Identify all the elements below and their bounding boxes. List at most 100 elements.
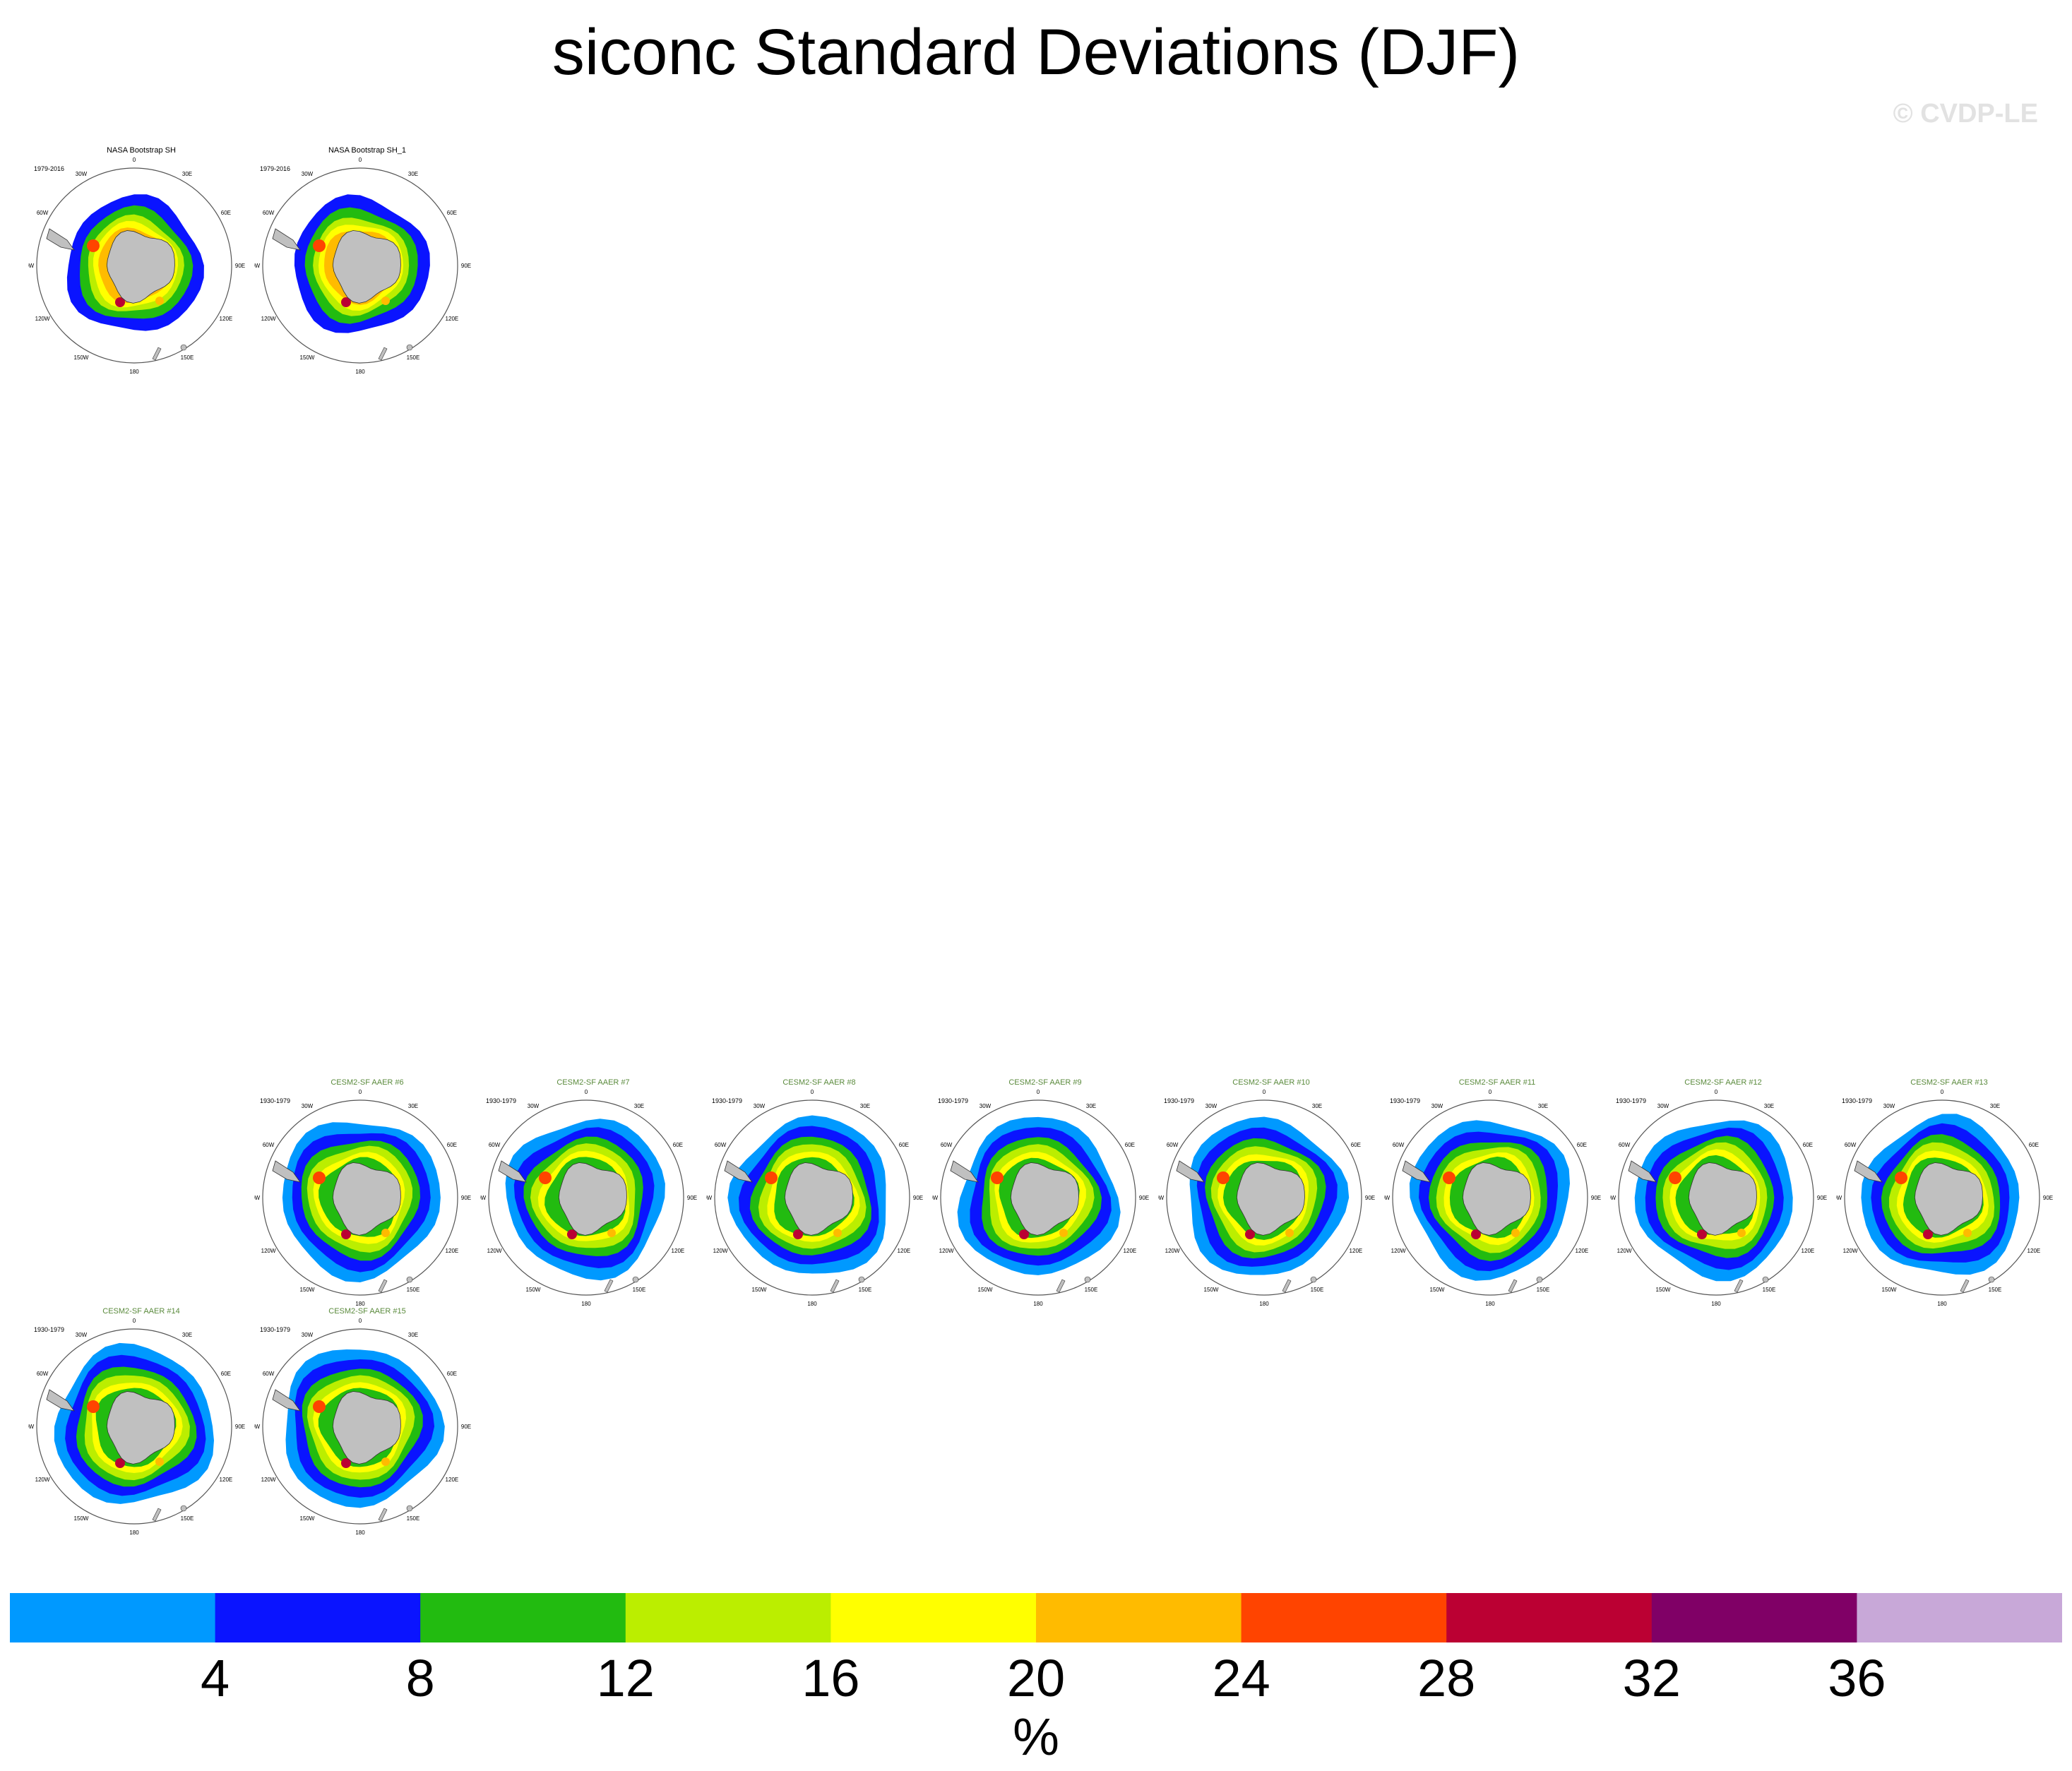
colorbar-tick-label: 36 [1828,1649,1886,1707]
south-america-landmass [1176,1160,1205,1183]
colorbar-tick-label: 4 [201,1649,230,1707]
map-panel: CESM2-SF AAER #10 1930-1979 0 30E 60E 90E 120E… [1158,1078,1384,1311]
longitude-label: 120E [220,1477,233,1483]
map-panel: CESM2-SF AAER #8 1930-1979 0 30E 60E 90E 120E 1… [706,1078,932,1311]
longitude-label: 150E [1085,1287,1098,1293]
longitude-label: 120E [446,316,459,322]
antarctica-landmass [332,1162,401,1236]
longitude-label: 0 [811,1089,814,1095]
colorbar-units: % [1013,1707,1059,1766]
longitude-label: 90W [1610,1195,1616,1201]
longitude-label: 30W [528,1103,540,1109]
longitude-label: 90W [254,263,261,269]
map-panel: CESM2-SF AAER #12 1930-1979 0 30E 60E 90E 120E… [1610,1078,1836,1311]
south-america-landmass [498,1160,527,1183]
colorbar-tick-label: 20 [1006,1649,1066,1707]
longitude-label: 90W [254,1424,261,1430]
hotspot [381,1457,390,1466]
longitude-label: 120W [487,1248,502,1254]
hotspot [1059,1229,1068,1237]
south-america-landmass [1854,1160,1883,1183]
tasmania-landmass [858,1276,865,1283]
longitude-label: 30W [1431,1103,1443,1109]
longitude-label: 150E [1763,1287,1776,1293]
longitude-label: 30W [302,171,314,177]
longitude-label: 150E [181,354,194,361]
polar-map: 0 30E 60E 90E 120E 150E 180 150W 120W 90W 60W 30W [1836,1089,2053,1307]
longitude-label: 150W [300,1287,315,1293]
longitude-label: 180 [1259,1301,1269,1307]
longitude-label: 120W [35,316,50,322]
longitude-label: 60W [941,1142,953,1148]
longitude-label: 0 [359,1318,362,1324]
longitude-label: 180 [1033,1301,1043,1307]
colorbar-swatch [1036,1593,1242,1642]
colorbar-swatch [215,1593,421,1642]
longitude-label: 30E [1764,1103,1774,1109]
hotspot [765,1171,778,1184]
hotspot [341,1229,351,1239]
polar-map: 0 30E 60E 90E 120E 150E 180 150W 120W 90W 60W 30W [480,1089,697,1307]
tasmania-landmass [180,1505,187,1512]
chart-title: siconc Standard Deviations (DJF) [552,16,1520,88]
map-panel: CESM2-SF AAER #13 1930-1979 0 30E 60E 90E 120E… [1836,1078,2062,1311]
colorbar-swatch [10,1593,216,1642]
longitude-label: 30W [76,1332,88,1338]
antarctica-landmass [332,230,401,304]
polar-map: 0 30E 60E 90E 120E 150E 180 150W 120W 90W 60W 30W [254,1089,471,1307]
panel-title: CESM2-SF AAER #9 [1008,1078,1082,1087]
new-zealand-landmass [378,1508,388,1522]
longitude-label: 120W [1165,1248,1180,1254]
hotspot [313,1400,326,1413]
hotspot [1697,1229,1707,1239]
map-panel: NASA Bootstrap SH 1979-2016 0 30E 60E 90E 120E… [28,145,254,378]
polar-map: 0 30E 60E 90E 120E 150E 180 150W 120W 90W 60W 30W [28,157,245,375]
panel-period: 1930-1979 [260,1326,291,1333]
map-panel: CESM2-SF AAER #6 1930-1979 0 30E 60E 90E 120E 1… [254,1078,480,1311]
longitude-label: 90E [2043,1195,2053,1201]
longitude-label: 120W [35,1477,50,1483]
polar-map: 0 30E 60E 90E 120E 150E 180 150W 120W 90W 60W 30W [28,1318,245,1536]
new-zealand-landmass [378,347,388,361]
hotspot [115,297,125,307]
hotspot [1443,1171,1455,1184]
longitude-label: 60W [37,210,49,216]
longitude-label: 90E [1365,1195,1375,1201]
polar-map: 0 30E 60E 90E 120E 150E 180 150W 120W 90W 60W 30W [932,1089,1149,1307]
longitude-label: 180 [355,1301,365,1307]
longitude-label: 180 [807,1301,817,1307]
longitude-label: 150E [407,354,420,361]
panel-period: 1930-1979 [34,1326,65,1333]
hotspot [1019,1229,1029,1239]
longitude-label: 60W [1845,1142,1857,1148]
panel-period: 1930-1979 [1164,1097,1195,1104]
longitude-label: 30E [634,1103,644,1109]
longitude-label: 180 [355,1530,365,1536]
south-america-landmass [272,228,301,251]
south-america-landmass [46,1389,75,1412]
hotspot [567,1229,577,1239]
panel-title: NASA Bootstrap SH [107,146,176,155]
panel-title: CESM2-SF AAER #8 [782,1078,856,1087]
longitude-label: 150E [859,1287,872,1293]
longitude-label: 60E [1125,1142,1135,1148]
longitude-label: 90E [461,1424,471,1430]
longitude-label: 60E [899,1142,909,1148]
new-zealand-landmass [1508,1279,1518,1293]
map-panel: NASA Bootstrap SH_1 1979-2016 0 30E 60E 90E 12… [254,145,480,378]
hotspot [607,1229,616,1237]
longitude-label: 90E [1591,1195,1601,1201]
longitude-label: 0 [1037,1089,1040,1095]
tasmania-landmass [406,344,413,351]
panel-title: NASA Bootstrap SH_1 [328,146,407,155]
colorbar-swatch [1446,1593,1653,1642]
longitude-label: 150W [526,1287,541,1293]
antarctica-landmass [784,1162,853,1236]
longitude-label: 120W [261,1477,276,1483]
polar-map: 0 30E 60E 90E 120E 150E 180 150W 120W 90W 60W 30W [1384,1089,1601,1307]
panel-title: CESM2-SF AAER #12 [1684,1078,1762,1087]
panel-title: CESM2-SF AAER #13 [1910,1078,1988,1087]
longitude-label: 90E [235,263,245,269]
antarctica-landmass [1236,1162,1305,1236]
longitude-label: 30W [754,1103,766,1109]
